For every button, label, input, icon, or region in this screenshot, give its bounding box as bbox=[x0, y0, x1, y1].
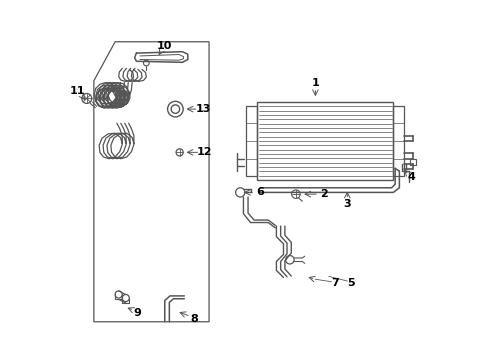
Text: 9: 9 bbox=[133, 308, 141, 318]
Text: 11: 11 bbox=[69, 86, 85, 96]
Text: 3: 3 bbox=[343, 199, 350, 209]
Text: 12: 12 bbox=[197, 147, 212, 157]
Text: 7: 7 bbox=[330, 279, 338, 288]
Text: 4: 4 bbox=[407, 172, 415, 182]
Text: 10: 10 bbox=[157, 41, 172, 51]
Text: 2: 2 bbox=[319, 189, 327, 199]
Text: 5: 5 bbox=[346, 278, 354, 288]
Text: 6: 6 bbox=[255, 188, 263, 197]
Text: 1: 1 bbox=[311, 78, 319, 88]
Text: 13: 13 bbox=[195, 104, 210, 114]
Text: 8: 8 bbox=[190, 314, 198, 324]
